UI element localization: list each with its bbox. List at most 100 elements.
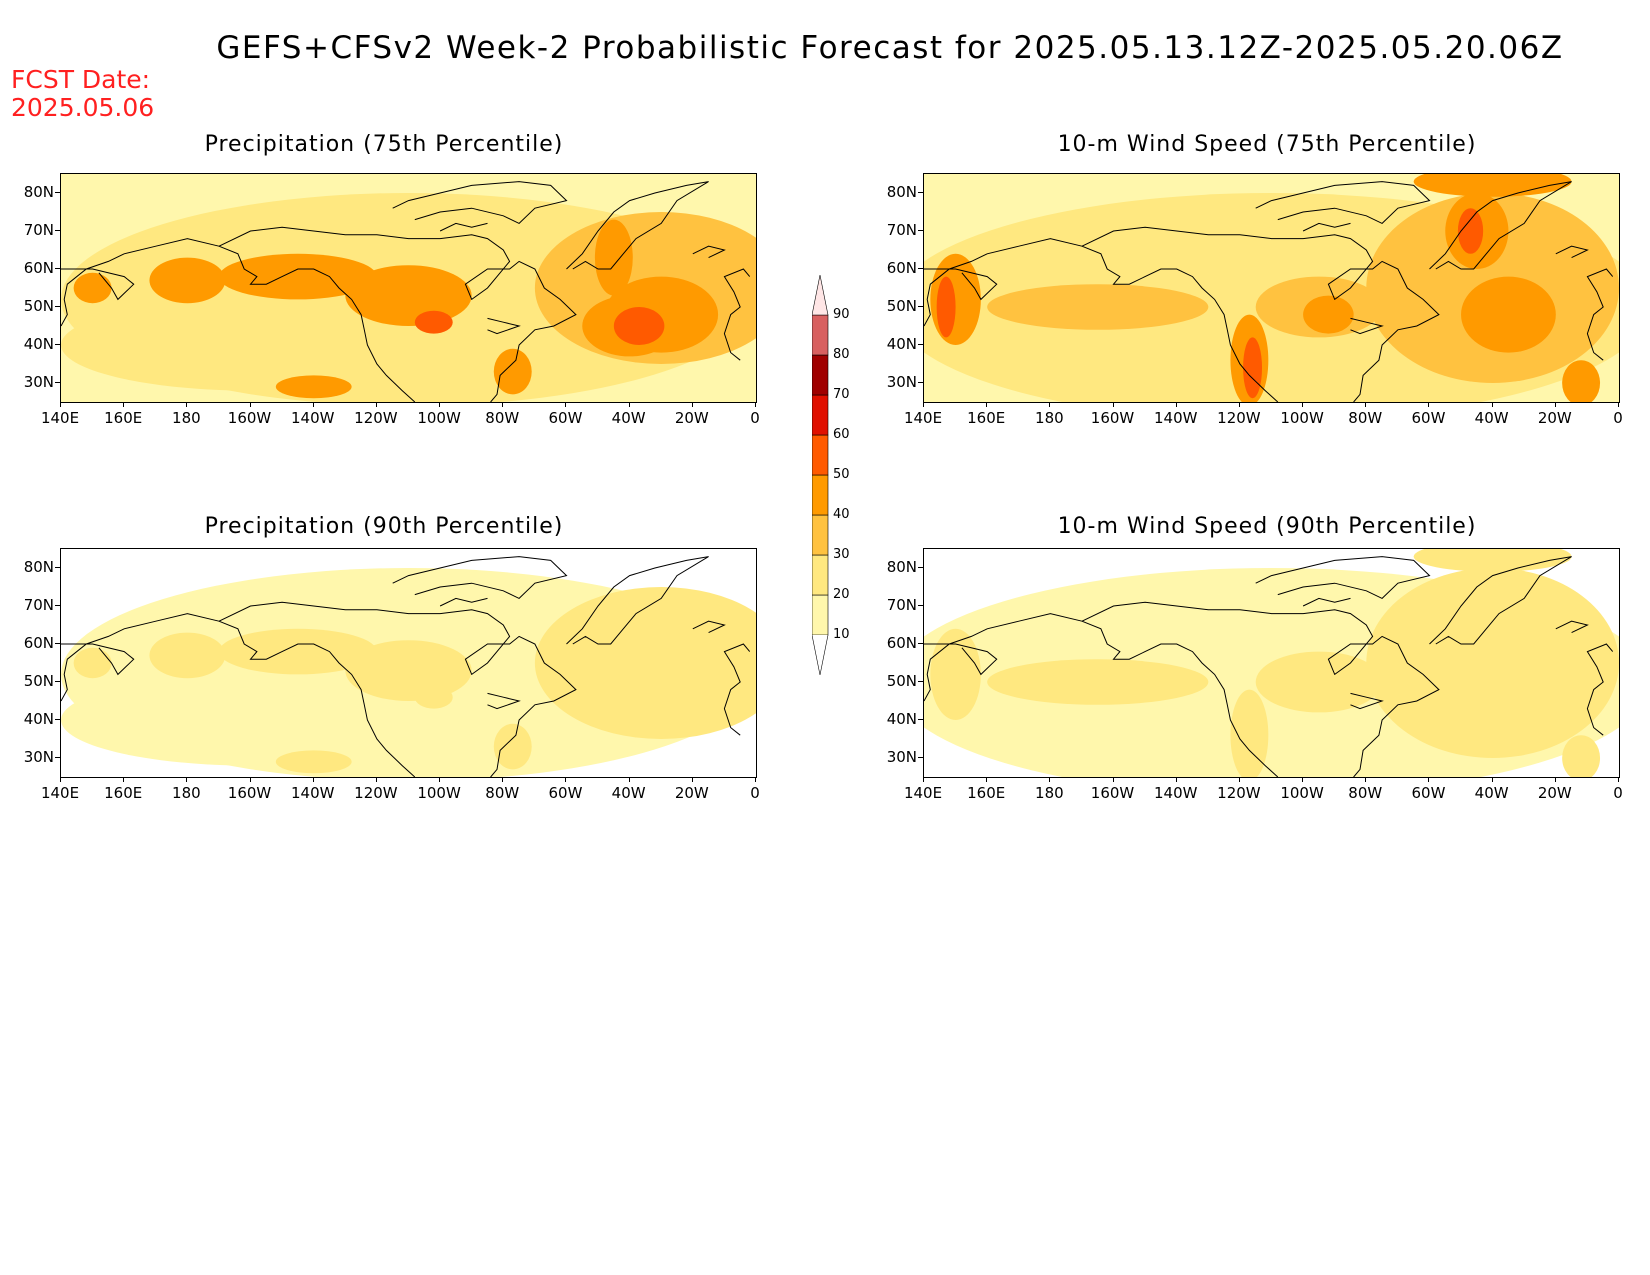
- coastline-3: [61, 613, 220, 702]
- map-frame: [60, 548, 757, 778]
- lon-tick-mark: [1238, 402, 1240, 407]
- colorbar-graphic: [811, 274, 829, 676]
- colorbar-level-label: 50: [833, 467, 850, 482]
- probability-contour-9: [613, 682, 665, 720]
- lat-tick-label: 70N: [23, 221, 54, 239]
- coastline-5: [723, 643, 751, 736]
- probability-contour-9: [1243, 712, 1263, 774]
- lon-tick-mark: [186, 402, 188, 407]
- lat-tick-mark: [55, 681, 60, 682]
- lat-tick-label: 30N: [23, 748, 54, 766]
- lon-tick-mark: [565, 402, 567, 407]
- lon-tick-mark: [1554, 777, 1556, 782]
- coastline-3: [924, 238, 1083, 327]
- lon-tick-label: 60W: [1411, 784, 1446, 802]
- lat-tick-label: 60N: [23, 259, 54, 277]
- probability-contour-7: [414, 685, 453, 709]
- lon-tick-mark: [923, 402, 924, 407]
- lon-tick-mark: [60, 402, 61, 407]
- probability-contour-11: [1303, 670, 1354, 709]
- lon-tick-mark: [986, 402, 988, 407]
- lon-tick-mark: [1112, 402, 1114, 407]
- coastline-4: [924, 643, 998, 676]
- probability-contour-12: [275, 375, 352, 399]
- lon-tick-label: 140E: [40, 409, 80, 427]
- coastline-4: [924, 268, 998, 301]
- lon-tick-label: 180: [1035, 409, 1064, 427]
- probability-contour-8: [1303, 295, 1354, 334]
- lat-tick-label: 70N: [886, 221, 917, 239]
- lon-tick-label: 20W: [674, 784, 709, 802]
- lon-tick-mark: [1049, 777, 1051, 782]
- coastline-4: [61, 268, 135, 301]
- lat-tick-mark: [55, 757, 60, 758]
- lon-tick-label: 60W: [1411, 409, 1446, 427]
- figure-title: GEFS+CFSv2 Week-2 Probabilistic Forecast…: [216, 30, 1564, 66]
- lon-tick-mark: [1554, 402, 1556, 407]
- coastline-9: [692, 245, 726, 259]
- probability-contour-11: [493, 723, 532, 770]
- coastline-5: [1586, 268, 1614, 361]
- coastline-6: [1255, 556, 1431, 600]
- lon-tick-mark: [249, 777, 251, 782]
- probability-contour-13: [1243, 337, 1263, 399]
- lat-tick-mark: [918, 719, 923, 720]
- lon-tick-mark: [565, 777, 567, 782]
- lon-tick-mark: [691, 402, 693, 407]
- coastline-9: [692, 620, 726, 634]
- coastline-3: [924, 613, 1083, 702]
- lon-tick-label: 0: [1613, 409, 1623, 427]
- lon-tick-mark: [439, 402, 441, 407]
- lat-tick-label: 50N: [23, 672, 54, 690]
- probability-contour-10: [493, 348, 532, 395]
- lon-tick-mark: [628, 402, 630, 407]
- probability-contour-1: [61, 299, 441, 391]
- lon-tick-mark: [1365, 402, 1367, 407]
- coastline-8: [1350, 692, 1384, 710]
- coastline-2: [1429, 181, 1572, 270]
- colorbar: [811, 274, 842, 689]
- probability-map: [61, 556, 756, 777]
- coastline-2: [1429, 556, 1572, 645]
- lat-tick-label: 50N: [886, 297, 917, 315]
- lon-tick-mark: [123, 402, 125, 407]
- probability-contour-14: [613, 307, 665, 345]
- probability-contour-10: [1562, 360, 1601, 402]
- lon-tick-mark: [123, 777, 125, 782]
- lat-tick-label: 80N: [886, 183, 917, 201]
- lat-tick-label: 30N: [886, 748, 917, 766]
- lon-tick-label: 60W: [548, 784, 583, 802]
- panel-title-wind-90: 10-m Wind Speed (90th Percentile): [1057, 514, 1477, 539]
- lon-tick-label: 180: [172, 784, 201, 802]
- coastline-3: [61, 238, 220, 327]
- lon-tick-label: 40W: [611, 409, 646, 427]
- lat-tick-mark: [55, 382, 60, 383]
- probability-contour-2: [987, 284, 1209, 330]
- lon-tick-label: 40W: [1474, 409, 1509, 427]
- lat-tick-label: 60N: [23, 634, 54, 652]
- lat-tick-label: 60N: [886, 634, 917, 652]
- lon-tick-mark: [375, 402, 377, 407]
- lon-tick-mark: [1049, 402, 1051, 407]
- lon-tick-label: 120W: [1217, 409, 1261, 427]
- lat-tick-mark: [918, 757, 923, 758]
- lat-tick-label: 80N: [886, 558, 917, 576]
- lon-tick-mark: [312, 402, 314, 407]
- lon-tick-label: 140E: [40, 784, 80, 802]
- coastline-7: [439, 222, 488, 232]
- lon-tick-mark: [1365, 777, 1367, 782]
- lon-tick-label: 0: [750, 784, 760, 802]
- lon-tick-mark: [755, 777, 756, 782]
- lat-tick-mark: [55, 567, 60, 568]
- coastline-9: [1555, 620, 1589, 634]
- lon-tick-mark: [1428, 402, 1430, 407]
- colorbar-level-label: 90: [833, 307, 850, 322]
- lon-tick-mark: [1618, 402, 1619, 407]
- lon-tick-mark: [628, 777, 630, 782]
- colorbar-box-7: [811, 314, 829, 356]
- probability-contour-1: [61, 674, 441, 766]
- colorbar-level-label: 10: [833, 627, 850, 642]
- colorbar-bottom-arrow: [811, 634, 829, 676]
- lat-tick-mark: [55, 344, 60, 345]
- lon-tick-label: 180: [1035, 784, 1064, 802]
